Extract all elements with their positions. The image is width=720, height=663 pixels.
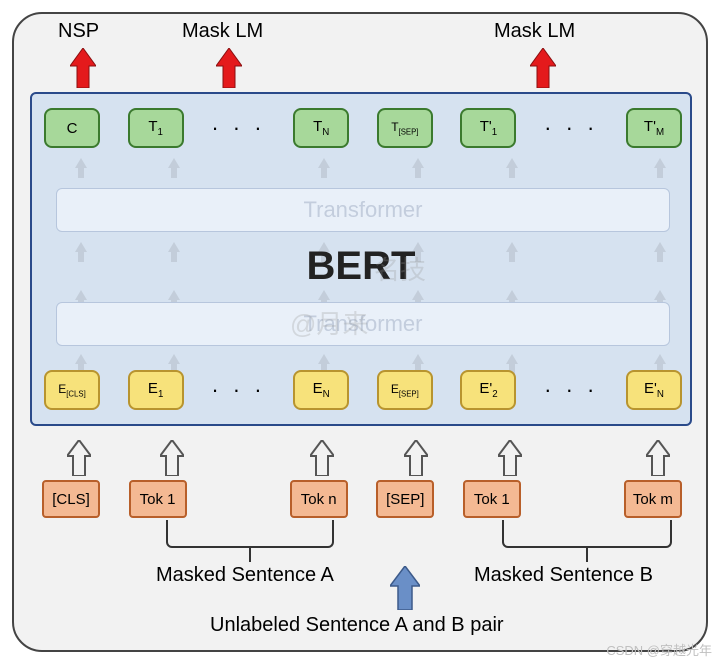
output-row: C T1 · · · TN T[SEP] T'1 · · · T'M: [44, 106, 682, 150]
token-row: [CLS] Tok 1 Tok n [SEP] Tok 1 Tok m: [42, 479, 682, 519]
gray-arrow-icon: [318, 158, 330, 178]
tok-mb: Tok m: [624, 480, 682, 518]
out-tp1: T'1: [460, 108, 516, 148]
mlm-label-2: Mask LM: [494, 20, 575, 43]
tok-1a: Tok 1: [129, 480, 187, 518]
out-c: C: [44, 108, 100, 148]
dots: · · ·: [211, 377, 265, 403]
out-tsep: T[SEP]: [377, 108, 433, 148]
gray-arrow-icon: [506, 158, 518, 178]
blue-arrow-icon: [390, 566, 420, 615]
red-arrow-icon: [530, 48, 556, 93]
watermark-2: @月来: [290, 304, 368, 341]
dots: · · ·: [544, 377, 598, 403]
e-pn: E'N: [626, 370, 682, 410]
bracket-a: [166, 520, 334, 548]
bracket-a-stem: [249, 548, 251, 562]
watermark-1: 名技: [374, 250, 426, 287]
hollow-arrow-icon: [67, 440, 91, 481]
nsp-label: NSP: [58, 20, 99, 43]
e-cls: E[CLS]: [44, 370, 100, 410]
tok-na: Tok n: [290, 480, 348, 518]
embed-row: E[CLS] E1 · · · EN E[SEP] E'2 · · · E'N: [44, 368, 682, 412]
out-tn: TN: [293, 108, 349, 148]
red-arrow-icon: [70, 48, 96, 93]
hollow-arrow-icon: [498, 440, 522, 481]
transformer-top: Transformer: [56, 188, 670, 232]
bracket-b-stem: [586, 548, 588, 562]
gray-arrow-icon: [412, 158, 424, 178]
dots: · · ·: [211, 115, 265, 141]
dots: · · ·: [544, 115, 598, 141]
red-arrow-icon: [216, 48, 242, 93]
out-tpm: T'M: [626, 108, 682, 148]
gray-arrow-icon: [168, 158, 180, 178]
e-1: E1: [128, 370, 184, 410]
bracket-b: [502, 520, 672, 548]
hollow-arrow-icon: [646, 440, 670, 481]
hollow-arrow-icon: [404, 440, 428, 481]
gray-arrow-icon: [654, 158, 666, 178]
hollow-arrow-icon: [160, 440, 184, 481]
bert-box: C T1 · · · TN T[SEP] T'1 · · · T'M Trans…: [30, 92, 692, 426]
mlm-label-1: Mask LM: [182, 20, 263, 43]
tok-1b: Tok 1: [463, 480, 521, 518]
e-n: EN: [293, 370, 349, 410]
e-sep: E[SEP]: [377, 370, 433, 410]
csdn-watermark: CSDN @穿越光年: [606, 640, 712, 659]
e-p2: E'2: [460, 370, 516, 410]
tok-sep: [SEP]: [376, 480, 434, 518]
gray-arrow-icon: [75, 158, 87, 178]
masked-b-label: Masked Sentence B: [474, 564, 653, 587]
hollow-arrow-icon: [310, 440, 334, 481]
unlabeled-label: Unlabeled Sentence A and B pair: [210, 614, 504, 637]
diagram-frame: NSP Mask LM Mask LM C T1 · · · TN T[SEP]…: [12, 12, 708, 652]
tok-cls: [CLS]: [42, 480, 100, 518]
masked-a-label: Masked Sentence A: [156, 564, 334, 587]
bert-title: BERT: [32, 244, 690, 289]
out-t1: T1: [128, 108, 184, 148]
